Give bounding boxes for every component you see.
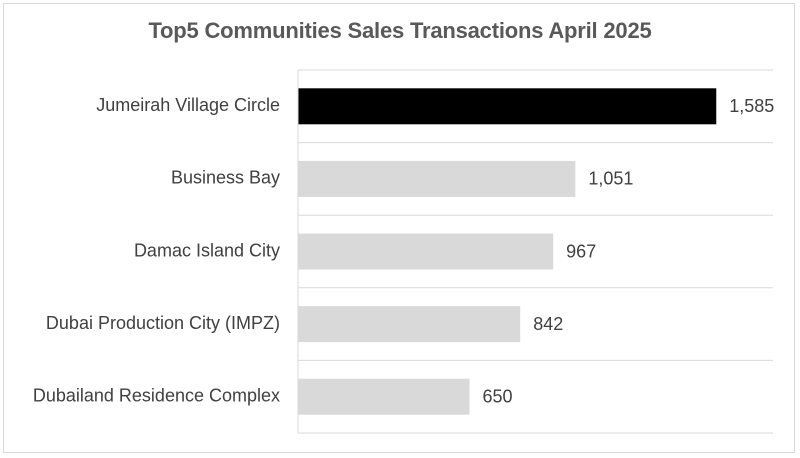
category-label: Business Bay [171, 168, 280, 188]
value-label: 1,051 [588, 169, 633, 189]
bars [298, 88, 717, 415]
grid-lines [298, 69, 773, 434]
bar [298, 233, 554, 270]
bar [298, 88, 717, 125]
category-label: Dubailand Residence Complex [33, 385, 280, 405]
chart-frame [3, 3, 795, 453]
value-label: 842 [533, 314, 563, 334]
category-labels: Jumeirah Village Circle Business Bay Damac… [33, 95, 280, 405]
value-label: 967 [566, 241, 596, 261]
value-label: 650 [483, 386, 513, 406]
value-labels: 1,585 1,051 967 842 650 [483, 96, 775, 406]
category-label: Jumeirah Village Circle [96, 95, 280, 115]
bar [298, 306, 521, 343]
chart-title: Top5 Communities Sales Transactions Apri… [148, 18, 652, 43]
bar [298, 378, 470, 415]
value-label: 1,585 [729, 96, 774, 116]
category-label: Damac Island City [134, 240, 280, 260]
bar [298, 160, 576, 197]
category-label: Dubai Production City (IMPZ) [46, 313, 280, 333]
